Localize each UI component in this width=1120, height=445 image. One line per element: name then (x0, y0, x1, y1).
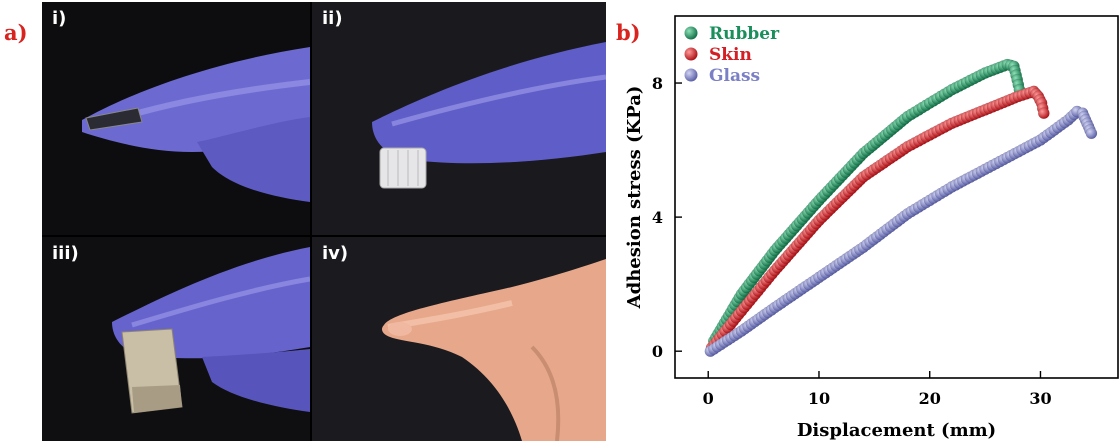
photo-label-iv: iv) (322, 243, 349, 264)
photo-label-ii: ii) (322, 8, 343, 29)
photo-iii: iii) (42, 237, 310, 441)
bare-finger-icon (382, 259, 606, 441)
x-tick-label: 30 (1029, 389, 1051, 408)
photo-label-iii: iii) (52, 243, 79, 264)
photo-label-i: i) (52, 8, 67, 29)
panel-a-letter: a) (4, 20, 28, 45)
adhesion-chart: 0 10 20 30 0 4 8 Displacement (mm) Adhesion stre… (624, 15, 1119, 441)
data-point (1085, 127, 1098, 140)
gloved-finger-holding-paper-icon (112, 247, 310, 414)
x-tick-label: 10 (808, 389, 830, 408)
photo-iv: iv) (312, 237, 606, 441)
photo-grid: i) ii) iii) iv) (42, 2, 606, 441)
legend-label-glass: Glass (709, 66, 760, 86)
plot-border (674, 15, 1119, 379)
panel-b-letter: b) (616, 20, 641, 45)
legend-label-rubber: Rubber (709, 24, 780, 44)
x-axis-label: Displacement (mm) (797, 420, 996, 441)
legend-label-skin: Skin (709, 45, 752, 65)
y-tick-label: 8 (652, 74, 663, 93)
photo-i: i) (42, 2, 310, 235)
legend-marker-skin (684, 47, 698, 61)
x-tick-label: 0 (703, 389, 714, 408)
y-axis-label: Adhesion stress (KPa) (624, 86, 645, 310)
legend-marker-rubber (684, 26, 698, 40)
data-point (1037, 107, 1050, 120)
x-tick-label: 20 (919, 389, 941, 408)
y-tick-label: 4 (652, 208, 663, 227)
series-glass (704, 105, 1098, 358)
gloved-finger-holding-film-icon (82, 47, 310, 202)
photo-ii: ii) (312, 2, 606, 235)
y-tick-label: 0 (652, 342, 663, 361)
gloved-finger-holding-cap-icon (372, 42, 606, 189)
legend-marker-glass (684, 68, 698, 82)
series-skin (705, 85, 1050, 354)
chart-area: 0 10 20 30 0 4 8 Displacement (mm) Adhesion stre… (618, 0, 1120, 441)
series-rubber (707, 58, 1026, 347)
